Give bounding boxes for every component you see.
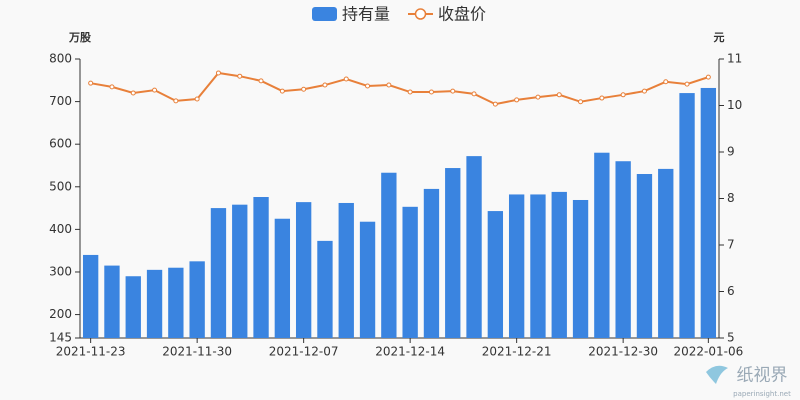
line-point	[173, 98, 179, 104]
bar	[572, 199, 589, 338]
line-point	[578, 99, 584, 105]
x-tick-label: 2021-12-30	[588, 345, 658, 359]
line-point	[620, 92, 626, 98]
line-point	[301, 86, 307, 92]
line-point	[343, 76, 349, 82]
bar	[636, 174, 653, 338]
bar	[146, 269, 163, 338]
bar	[445, 168, 461, 338]
x-tick-label: 2021-12-21	[482, 345, 552, 359]
line-point	[641, 88, 647, 94]
y-tick-label: 145	[49, 331, 72, 345]
bar	[679, 93, 695, 339]
line-point	[279, 88, 285, 94]
watermark-title: 纸视界	[737, 366, 788, 386]
y2-tick-label: 11	[727, 52, 742, 66]
legend-swatch-point	[414, 8, 427, 20]
bar	[508, 194, 525, 338]
y-tick-label: 400	[49, 222, 72, 236]
watermark-url: paperinsight.net	[733, 390, 791, 398]
y2-tick-label: 10	[727, 98, 742, 112]
legend-label: 收盘价	[438, 5, 486, 24]
bar	[551, 191, 567, 338]
x-tick-label: 2021-12-14	[375, 345, 445, 359]
line-point	[599, 95, 605, 101]
line-point	[535, 94, 541, 100]
y-tick-label: 200	[49, 307, 72, 321]
line-point	[428, 89, 434, 95]
x-tick-label: 2021-12-07	[269, 345, 339, 359]
bar	[594, 152, 610, 338]
bar	[104, 265, 120, 338]
line-point	[514, 97, 520, 103]
line-point	[705, 74, 711, 80]
x-tick-label: 2022-01-06	[673, 345, 743, 359]
line	[90, 71, 709, 106]
legend-swatch	[312, 7, 337, 21]
line-point	[152, 87, 158, 93]
bar	[359, 221, 376, 338]
line-point	[215, 70, 221, 76]
line-point	[88, 80, 94, 86]
bar	[125, 276, 141, 338]
y2-tick-label: 8	[727, 191, 735, 205]
y2-tick-label: 5	[727, 331, 735, 345]
x-tick-label: 2021-11-30	[162, 345, 232, 359]
y2-tick-label: 7	[727, 238, 735, 252]
y-tick-label: 300	[49, 264, 72, 278]
line-point	[109, 84, 115, 90]
watermark-logo	[706, 365, 728, 384]
bar	[168, 267, 184, 338]
bar	[189, 261, 205, 338]
bar	[658, 168, 674, 338]
y-axis-label: 万股	[68, 31, 92, 44]
bar	[423, 188, 440, 338]
bar	[530, 194, 546, 338]
x-tick-label: 2021-11-23	[56, 345, 126, 359]
line-point	[365, 83, 371, 89]
y-tick-label: 800	[49, 52, 72, 66]
line-point	[194, 96, 200, 102]
bar	[338, 202, 354, 338]
bar	[381, 172, 397, 338]
bar	[700, 87, 717, 339]
line-point	[492, 101, 498, 107]
bar	[82, 254, 99, 338]
line-point	[556, 92, 562, 98]
line-point	[663, 79, 669, 85]
y-tick-label: 700	[49, 94, 72, 108]
bar	[402, 206, 418, 338]
bar	[210, 208, 227, 338]
line-point	[130, 90, 136, 96]
bar	[295, 202, 312, 338]
y2-tick-label: 6	[727, 284, 735, 298]
bar	[253, 197, 269, 338]
legend-label: 持有量	[342, 5, 390, 24]
bar	[317, 240, 333, 338]
bar	[232, 204, 248, 338]
bar	[466, 156, 482, 338]
line-point	[237, 73, 243, 79]
line-point	[407, 89, 413, 95]
line-point	[471, 91, 477, 97]
line-point	[258, 78, 264, 84]
y2-tick-label: 9	[727, 145, 735, 159]
bar	[615, 161, 631, 338]
line-point	[684, 81, 690, 87]
line-point	[322, 82, 328, 88]
line-point	[450, 88, 456, 94]
line-point	[386, 82, 392, 88]
bar	[487, 211, 504, 338]
y-tick-label: 600	[49, 137, 72, 151]
y2-axis-label: 元	[714, 31, 725, 44]
bar	[274, 218, 291, 338]
y-tick-label: 500	[49, 179, 72, 193]
